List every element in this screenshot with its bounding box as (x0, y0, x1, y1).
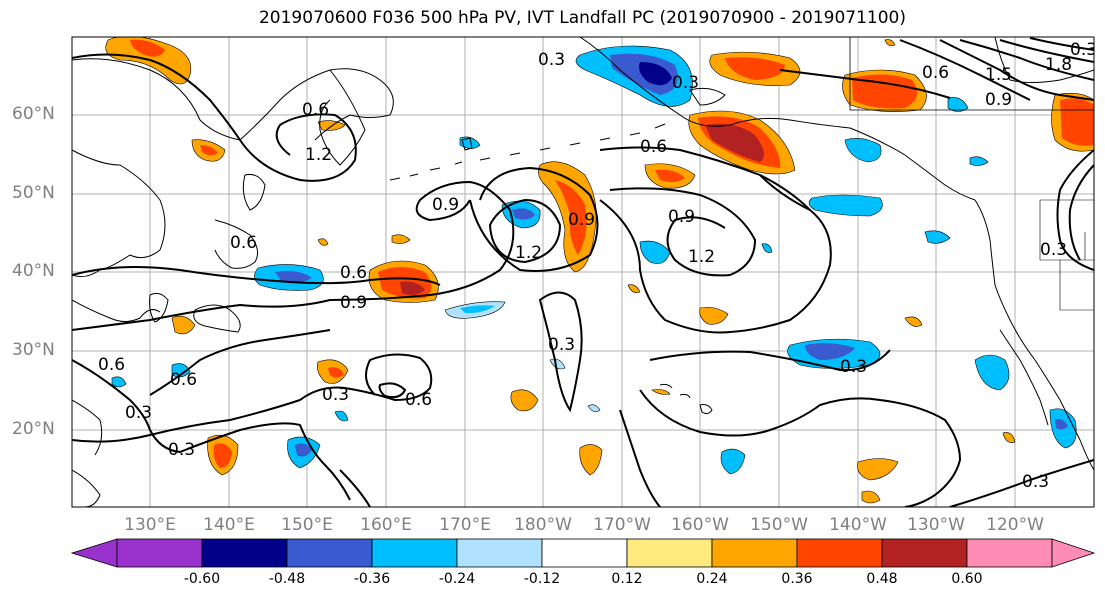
map-frame (71, 36, 1095, 508)
lat-label: 40°N (12, 261, 55, 281)
colorbar-bin (796, 538, 883, 568)
colorbar-bin (116, 538, 203, 568)
contour-label: 0.6 (340, 263, 367, 283)
lon-label: 130°E (124, 515, 176, 535)
contour-label: 0.3 (322, 385, 349, 405)
lon-label: 120°W (986, 515, 1044, 535)
colorbar-tick-label: -0.48 (268, 571, 306, 587)
lat-label: 60°N (12, 104, 55, 124)
lat-label: 30°N (12, 340, 55, 360)
colorbar-bin (456, 538, 543, 568)
contour-label: 0.3 (1022, 472, 1049, 492)
colorbar (70, 538, 1096, 568)
colorbar-bin (201, 538, 288, 568)
contour-label: 0.9 (568, 210, 595, 230)
lon-label: 170°E (439, 515, 491, 535)
contour-label: 0.3 (1070, 40, 1097, 60)
colorbar-extend-high (1051, 538, 1096, 568)
lon-label: 180°W (514, 515, 572, 535)
contour-label: 0.6 (922, 63, 949, 83)
contour-label: 0.3 (672, 73, 699, 93)
contour-label: 0.3 (840, 357, 867, 377)
colorbar-tick-label: -0.36 (353, 571, 391, 587)
contour-labels: 1.2 0.9 1.2 0.9 1.2 0.6 0.9 0.6 0.6 0.3 … (98, 40, 1097, 492)
contour-label: 1.2 (688, 247, 715, 267)
lon-label: 160°W (671, 515, 729, 535)
colorbar-tick-label: 0.36 (781, 571, 813, 587)
colorbar-tick-label: 0.60 (951, 571, 983, 587)
colorbar-tick-label: 0.48 (866, 571, 898, 587)
colorbar-bin (966, 538, 1053, 568)
colorbar-bin (286, 538, 373, 568)
contour-label: 1.5 (985, 65, 1012, 85)
contour-label: 0.3 (168, 440, 195, 460)
contour-label: 0.3 (538, 50, 565, 70)
pv-shading (105, 37, 1094, 504)
lon-label: 150°E (281, 515, 333, 535)
lon-label: 140°W (829, 515, 887, 535)
colorbar-tick-label: -0.60 (183, 571, 221, 587)
colorbar-tick-label: -0.24 (438, 571, 476, 587)
colorbar-bin (371, 538, 458, 568)
colorbar-tick-label: 0.24 (696, 571, 728, 587)
lon-label: 140°E (203, 515, 255, 535)
contour-label: 1.8 (1045, 55, 1072, 75)
lat-label: 20°N (12, 419, 55, 439)
colorbar-tick-label: -0.12 (523, 571, 561, 587)
ivt-contours (72, 37, 1094, 507)
lat-label: 50°N (12, 183, 55, 203)
lon-label: 130°W (907, 515, 965, 535)
coastlines (72, 37, 1094, 507)
lon-label: 160°E (360, 515, 412, 535)
contour-label: 0.6 (640, 137, 667, 157)
contour-label: 0.6 (170, 370, 197, 390)
colorbar-bin (711, 538, 798, 568)
lon-label: 170°W (593, 515, 651, 535)
colorbar-tick-label: 0.12 (611, 571, 643, 587)
colorbar-bin (881, 538, 968, 568)
contour-label: 0.6 (230, 233, 257, 253)
colorbar-bin (541, 538, 628, 568)
contour-label: 0.9 (340, 293, 367, 313)
map-title: 2019070600 F036 500 hPa PV, IVT Landfall… (258, 8, 906, 28)
contour-label: 0.3 (1040, 240, 1067, 260)
contour-label: 0.9 (432, 195, 459, 215)
contour-label: 0.9 (985, 90, 1012, 110)
contour-label: 0.6 (405, 390, 432, 410)
lon-label: 150°W (750, 515, 808, 535)
contour-label: 0.6 (98, 355, 125, 375)
contour-label: 0.3 (125, 403, 152, 423)
contour-label: 0.9 (668, 207, 695, 227)
colorbar-extend-low (70, 538, 118, 568)
contour-label: 0.6 (302, 100, 329, 120)
contour-label: 1.2 (515, 243, 542, 263)
contour-label: 1.2 (305, 145, 332, 165)
contour-label: 0.3 (548, 335, 575, 355)
colorbar-bin (626, 538, 713, 568)
